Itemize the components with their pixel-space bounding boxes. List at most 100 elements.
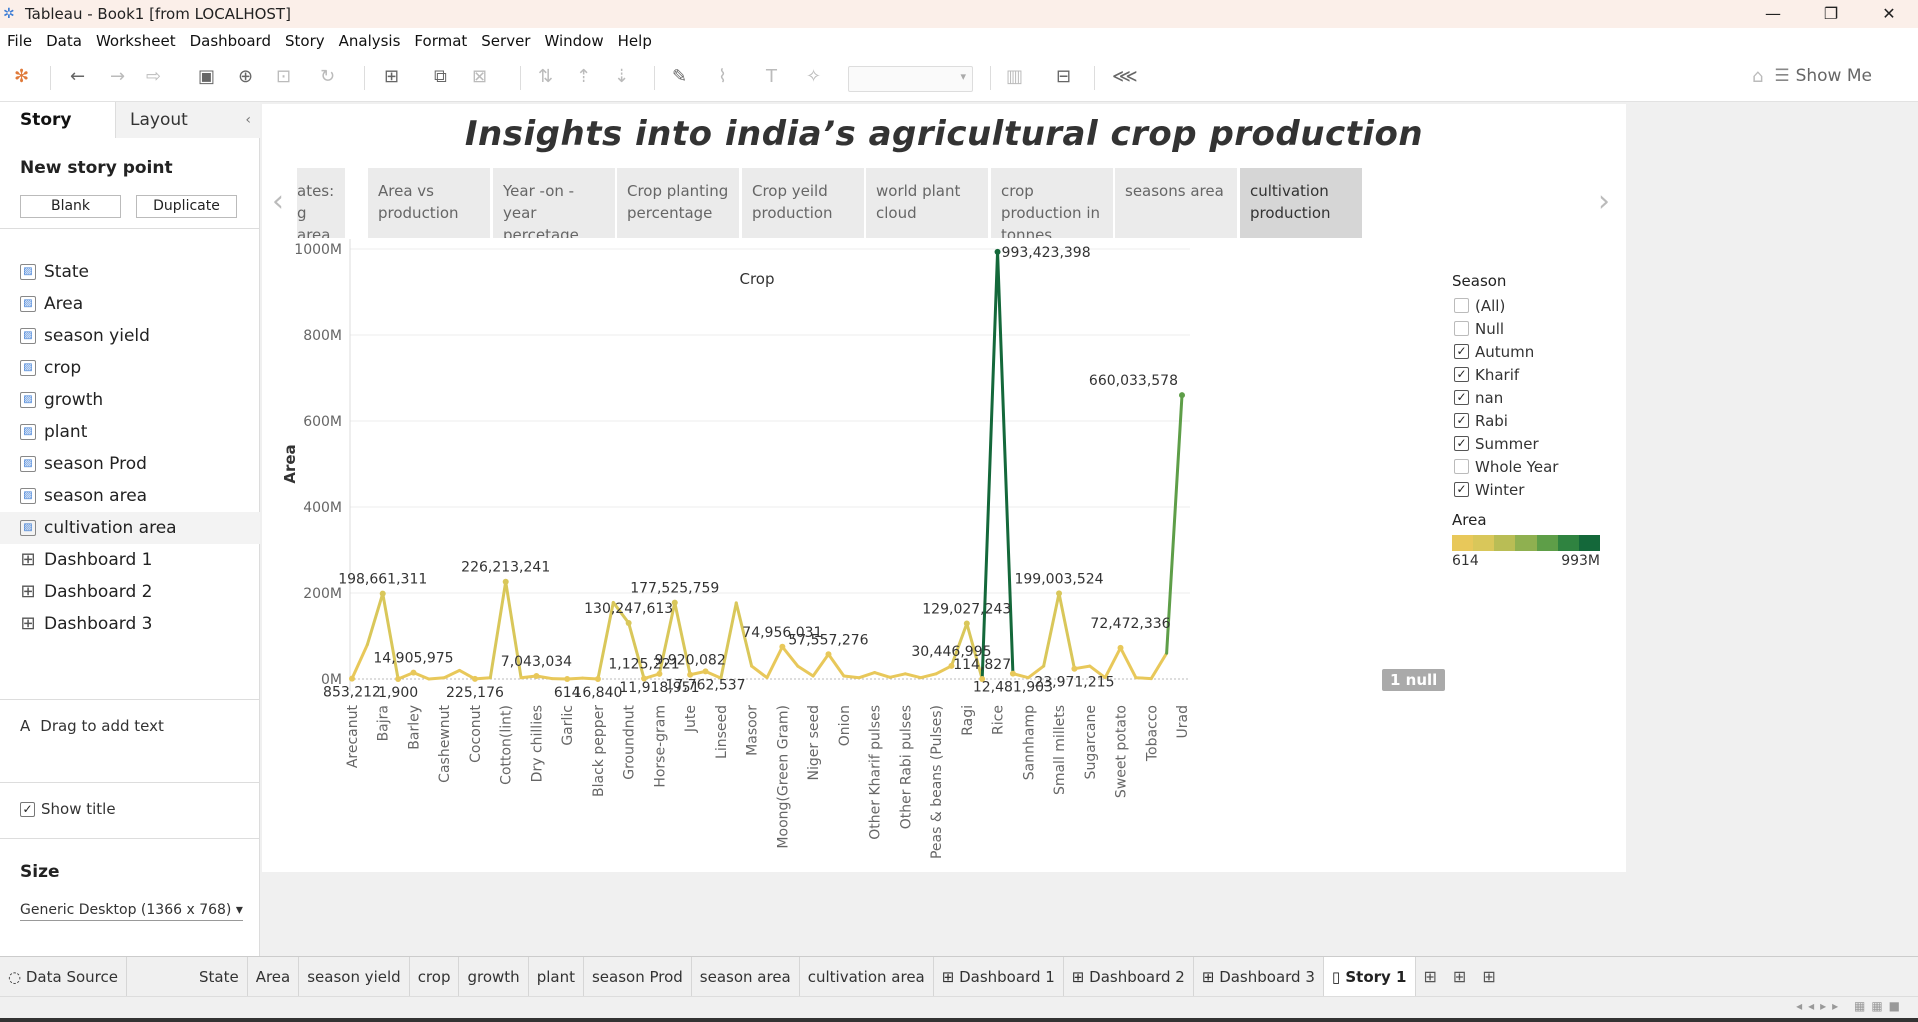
previous-point-icon[interactable]: ‹ <box>272 184 284 219</box>
season-filter-item[interactable]: (All) <box>1452 294 1622 317</box>
format-painter-icon[interactable]: ⌂ <box>1752 66 1764 87</box>
show-cards-icon[interactable]: ▥ <box>1006 66 1024 87</box>
sidebar-sheet-dashboard[interactable]: ⊞ Dashboard 1 <box>0 544 260 576</box>
tableau-home-icon[interactable]: ✻ <box>14 66 30 87</box>
undo-icon[interactable]: ← <box>70 66 86 87</box>
season-checkbox[interactable] <box>1454 321 1469 336</box>
season-checkbox[interactable]: ✓ <box>1454 344 1469 359</box>
new-story-icon[interactable]: ⊞ <box>1482 967 1496 986</box>
sheet-tab-datasource[interactable]: ◌ Data Source <box>0 956 127 997</box>
new-worksheet-icon[interactable]: ⊞ <box>1423 967 1437 986</box>
sidebar-sheet-sheet[interactable]: ▨ Area <box>0 288 260 320</box>
menu-worksheet[interactable]: Worksheet <box>95 32 176 50</box>
sheet-tab-story[interactable]: ▯ Story 1 <box>1323 956 1416 997</box>
story-point[interactable]: Year -on -year percetage <box>493 168 615 238</box>
sheet-tab-dashboard[interactable]: ⊞ Dashboard 2 <box>1064 956 1194 997</box>
sort-ascending-icon[interactable]: ⇡ <box>576 66 592 87</box>
show-me-button[interactable]: ☰ Show Me <box>1774 66 1872 86</box>
fix-axes-icon[interactable]: ✧ <box>806 66 822 87</box>
sheet-tab-dashboard[interactable]: ⊞ Dashboard 1 <box>934 956 1064 997</box>
season-filter-item[interactable]: ✓ Summer <box>1452 432 1622 455</box>
sidebar-sheet-sheet[interactable]: ▨ season yield <box>0 320 260 352</box>
redo-icon[interactable]: → <box>110 66 126 87</box>
season-filter-item[interactable]: ✓ Kharif <box>1452 363 1622 386</box>
sheet-tab-sheet[interactable]: growth <box>459 956 529 997</box>
menu-server[interactable]: Server <box>481 32 531 50</box>
drag-to-add-text[interactable]: A Drag to add text <box>20 717 164 735</box>
story-point[interactable]: seasons area <box>1115 168 1237 238</box>
season-filter-item[interactable]: Whole Year <box>1452 455 1622 478</box>
season-filter-item[interactable]: Null <box>1452 317 1622 340</box>
size-dropdown[interactable]: Generic Desktop (1366 x 768) ▾ <box>20 902 243 921</box>
menu-analysis[interactable]: Analysis <box>338 32 401 50</box>
menu-window[interactable]: Window <box>544 32 604 50</box>
sheet-tab-sheet[interactable]: season Prod <box>584 956 692 997</box>
story-point[interactable]: crop production in tonnes <box>991 168 1113 238</box>
sheet-tab-dashboard[interactable]: ⊞ Dashboard 3 <box>1194 956 1324 997</box>
refresh-icon[interactable]: ↻ <box>320 66 336 87</box>
duplicate-button[interactable]: Duplicate <box>136 195 237 218</box>
sheet-tab-sheet[interactable]: cultivation area <box>800 956 934 997</box>
menu-format[interactable]: Format <box>414 32 468 50</box>
story-point[interactable]: ates: g area <box>297 168 345 238</box>
sidebar-sheet-sheet[interactable]: ▨ growth <box>0 384 260 416</box>
season-checkbox[interactable]: ✓ <box>1454 367 1469 382</box>
sidebar-sheet-sheet[interactable]: ▨ cultivation area <box>0 512 260 544</box>
tab-story[interactable]: Story <box>0 102 116 138</box>
show-mark-labels-icon[interactable]: T <box>766 66 777 87</box>
new-dashboard-icon[interactable]: ⊞ <box>1452 967 1467 986</box>
story-point[interactable]: Crop yeild production <box>742 168 864 238</box>
highlight-icon[interactable]: ✎ <box>672 66 688 87</box>
save-icon[interactable]: ▣ <box>198 66 216 87</box>
season-filter-item[interactable]: ✓ Winter <box>1452 478 1622 501</box>
sidebar-sheet-sheet[interactable]: ▨ season Prod <box>0 448 260 480</box>
season-checkbox[interactable]: ✓ <box>1454 482 1469 497</box>
fit-dropdown[interactable] <box>848 66 973 92</box>
menu-file[interactable]: File <box>7 32 33 50</box>
show-title-checkbox[interactable]: ✓ <box>20 802 35 817</box>
sheet-tab-sheet[interactable]: plant <box>529 956 584 997</box>
new-worksheet-icon[interactable]: ⊞ <box>384 66 400 87</box>
group-members-icon[interactable]: ⌇ <box>718 66 727 87</box>
story-point[interactable]: cultivation production <box>1240 168 1362 238</box>
season-checkbox[interactable]: ✓ <box>1454 413 1469 428</box>
minimize-icon[interactable]: — <box>1765 4 1781 23</box>
sidebar-sheet-sheet[interactable]: ▨ plant <box>0 416 260 448</box>
replay-icon[interactable]: ⇨ <box>146 66 162 87</box>
story-point[interactable]: Crop planting percentage <box>617 168 739 238</box>
sheet-tab-sheet[interactable]: season area <box>692 956 800 997</box>
swap-icon[interactable]: ⇅ <box>538 66 554 87</box>
sidebar-sheet-sheet[interactable]: ▨ crop <box>0 352 260 384</box>
sheet-tab-sheet[interactable]: crop <box>410 956 460 997</box>
sheet-tab-sheet[interactable]: season yield <box>299 956 410 997</box>
blank-button[interactable]: Blank <box>20 195 121 218</box>
menu-story[interactable]: Story <box>284 32 325 50</box>
new-data-source-icon[interactable]: ⊕ <box>238 66 254 87</box>
sheet-tab-sheet[interactable]: State <box>191 956 248 997</box>
collapse-icon[interactable]: ‹ <box>245 112 251 128</box>
story-point[interactable]: Area vs production <box>368 168 490 238</box>
sidebar-sheet-sheet[interactable]: ▨ State <box>0 256 260 288</box>
season-checkbox[interactable]: ✓ <box>1454 436 1469 451</box>
close-icon[interactable]: ✕ <box>1882 4 1896 23</box>
view-controls[interactable]: ◂◂▸▸ ▦▦■ <box>1796 999 1906 1013</box>
share-icon[interactable]: ⋘ <box>1112 66 1138 87</box>
next-point-icon[interactable]: › <box>1598 184 1610 219</box>
season-checkbox[interactable] <box>1454 459 1469 474</box>
story-point[interactable]: world plant cloud <box>866 168 988 238</box>
sidebar-sheet-dashboard[interactable]: ⊞ Dashboard 2 <box>0 576 260 608</box>
season-filter-item[interactable]: ✓ nan <box>1452 386 1622 409</box>
duplicate-sheet-icon[interactable]: ⧉ <box>434 66 447 87</box>
tab-layout[interactable]: Layout <box>116 102 260 138</box>
menu-data[interactable]: Data <box>46 32 82 50</box>
pause-updates-icon[interactable]: ⊡ <box>276 66 292 87</box>
show-title-option[interactable]: ✓ Show title <box>20 800 116 818</box>
season-checkbox[interactable] <box>1454 298 1469 313</box>
sidebar-sheet-sheet[interactable]: ▨ season area <box>0 480 260 512</box>
restore-icon[interactable]: ❐ <box>1823 4 1839 23</box>
season-filter-item[interactable]: ✓ Autumn <box>1452 340 1622 363</box>
menu-help[interactable]: Help <box>617 32 652 50</box>
sheet-tab-sheet[interactable]: Area <box>248 956 300 997</box>
sort-descending-icon[interactable]: ⇣ <box>614 66 630 87</box>
menu-dashboard[interactable]: Dashboard <box>189 32 271 50</box>
